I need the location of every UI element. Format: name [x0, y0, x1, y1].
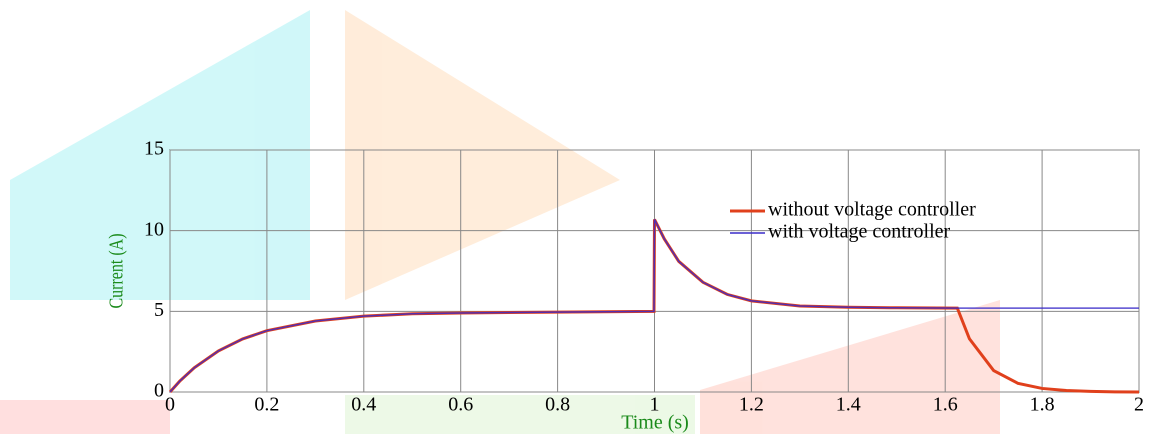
x-tick-label: 2 — [1134, 394, 1144, 416]
x-tick-label: 0.4 — [351, 394, 376, 416]
y-tick-label: 15 — [144, 138, 164, 160]
series-line — [169, 219, 1139, 393]
watermark — [0, 10, 1000, 434]
y-axis-label: Current (A) — [105, 233, 128, 308]
x-tick-label: 1.4 — [836, 394, 861, 416]
x-tick-label: 0.6 — [448, 394, 473, 416]
x-tick-label: 1.8 — [1030, 394, 1055, 416]
x-tick-label: 0 — [165, 394, 175, 416]
legend-label: with voltage controller — [768, 221, 951, 243]
y-tick-label: 10 — [144, 218, 164, 240]
x-tick-label: 1.2 — [739, 394, 764, 416]
x-tick-label: 0.8 — [545, 394, 570, 416]
x-axis-label: Time (s) — [621, 412, 689, 434]
legend-label: without voltage controller — [768, 199, 976, 221]
x-tick-label: 1 — [650, 394, 660, 416]
y-tick-label: 0 — [154, 380, 164, 402]
y-tick-label: 5 — [154, 299, 164, 321]
x-tick-label: 1.6 — [933, 394, 958, 416]
x-tick-label: 0.2 — [254, 394, 279, 416]
